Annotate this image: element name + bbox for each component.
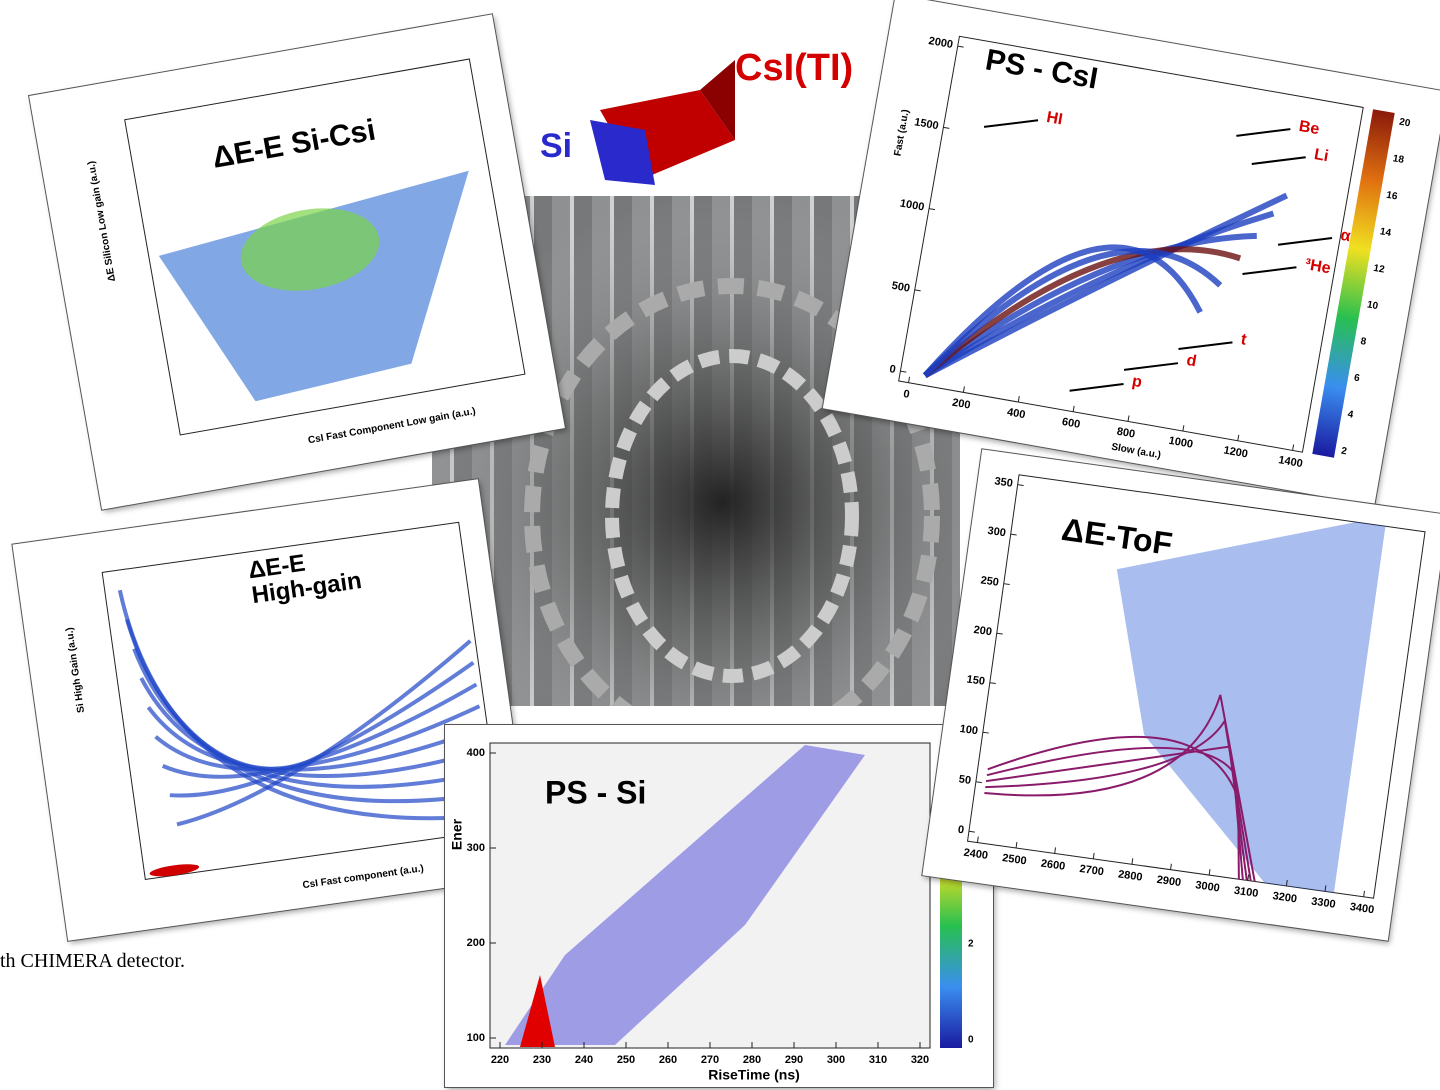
x-tick-label: 250	[617, 1054, 635, 1066]
x-axis-label: RiseTime (ns)	[708, 1067, 800, 1083]
colorbar-label: 0	[968, 1035, 974, 1046]
x-axis-label: Slow (a.u.)	[1110, 442, 1161, 462]
x-tick-label: 320	[911, 1054, 929, 1066]
x-tick-label: 2500	[1001, 852, 1027, 867]
y-tick-label: 100	[467, 1032, 485, 1044]
x-tick-label: 1400	[1277, 454, 1303, 470]
annotation: HI	[1045, 109, 1064, 129]
y-tick-label: 200	[973, 624, 993, 638]
colorbar-label: 10	[1366, 299, 1379, 312]
csi-label: CsI(TI)	[735, 47, 853, 89]
x-tick-label: 2800	[1117, 868, 1143, 883]
x-tick-label: 400	[1006, 406, 1026, 421]
x-tick-label: 2600	[1040, 858, 1066, 873]
y-tick-label: 1500	[913, 116, 939, 132]
x-tick-label: 310	[869, 1054, 887, 1066]
colorbar-label: 6	[1353, 372, 1361, 384]
x-tick-label: 3200	[1272, 890, 1298, 905]
x-tick-label: 2700	[1079, 863, 1105, 878]
colorbar-label: 12	[1372, 263, 1385, 276]
x-tick-label: 3300	[1310, 896, 1336, 911]
y-tick-label: 0	[957, 824, 965, 837]
x-tick-label: 0	[902, 388, 910, 401]
caption: th CHIMERA detector.	[0, 950, 185, 973]
y-tick-label: 250	[980, 574, 1000, 588]
x-tick-label: 240	[575, 1054, 593, 1066]
colorbar-label: 18	[1392, 153, 1405, 166]
colorbar-label: 14	[1379, 226, 1392, 239]
x-tick-label: 230	[533, 1054, 551, 1066]
y-tick-label: 2000	[928, 35, 954, 51]
x-tick-label: 200	[951, 397, 971, 412]
y-axis-label: Fast (a.u.)	[892, 109, 911, 157]
y-tick-label: 300	[467, 842, 485, 854]
x-tick-label: 3400	[1349, 901, 1375, 916]
y-axis-label: Ener	[449, 818, 465, 850]
x-tick-label: 260	[659, 1054, 677, 1066]
y-tick-label: 100	[959, 723, 979, 737]
x-tick-label: 3100	[1233, 885, 1259, 900]
y-tick-label: 400	[467, 747, 485, 759]
y-tick-label: 1000	[899, 197, 925, 213]
y-axis-label: Si High Gain (a.u.)	[64, 627, 87, 714]
si-label: Si	[540, 127, 572, 165]
y-tick-label: 150	[966, 673, 986, 687]
colorbar-label: 4	[1347, 409, 1355, 421]
x-tick-label: 3000	[1195, 879, 1221, 894]
panel-title: PS - Si	[545, 774, 646, 810]
y-tick-label: 50	[958, 773, 972, 787]
x-tick-label: 2400	[963, 847, 989, 862]
y-tick-label: 300	[987, 525, 1007, 539]
colorbar-label: 2	[1340, 446, 1348, 458]
x-tick-label: 2900	[1156, 874, 1182, 889]
x-tick-label: 220	[491, 1054, 509, 1066]
y-tick-label: 0	[888, 363, 896, 376]
x-tick-label: 280	[743, 1054, 761, 1066]
plot: ΔE-E Si-CsiCsI Fast Component Low gain (…	[29, 14, 565, 509]
x-tick-label: 300	[827, 1054, 845, 1066]
page: CsI(TI) Si th CHIMERA detector. (() => {…	[0, 0, 1440, 1090]
detector-sketch: CsI(TI) Si	[520, 40, 880, 200]
annotation: Be	[1297, 118, 1320, 138]
x-tick-label: 1200	[1223, 444, 1249, 460]
x-axis-label: CsI Fast component (a.u.)	[302, 863, 425, 891]
x-tick-label: 1000	[1168, 435, 1194, 451]
x-tick-label: 600	[1061, 416, 1081, 431]
y-axis-label: ΔE Silicon Low gain (a.u.)	[86, 160, 118, 282]
x-tick-label: 290	[785, 1054, 803, 1066]
colorbar-label: 2	[968, 938, 974, 949]
colorbar-label: 16	[1385, 190, 1398, 203]
y-tick-label: 350	[994, 475, 1014, 489]
y-tick-label: 500	[891, 280, 911, 295]
x-axis-label: CsI Fast Component Low gain (a.u.)	[307, 406, 476, 446]
colorbar-label: 8	[1360, 336, 1368, 348]
annotation: Li	[1313, 146, 1330, 165]
colorbar-label: 20	[1398, 117, 1411, 130]
y-tick-label: 200	[467, 937, 485, 949]
x-tick-label: 270	[701, 1054, 719, 1066]
x-tick-label: 800	[1116, 426, 1136, 441]
